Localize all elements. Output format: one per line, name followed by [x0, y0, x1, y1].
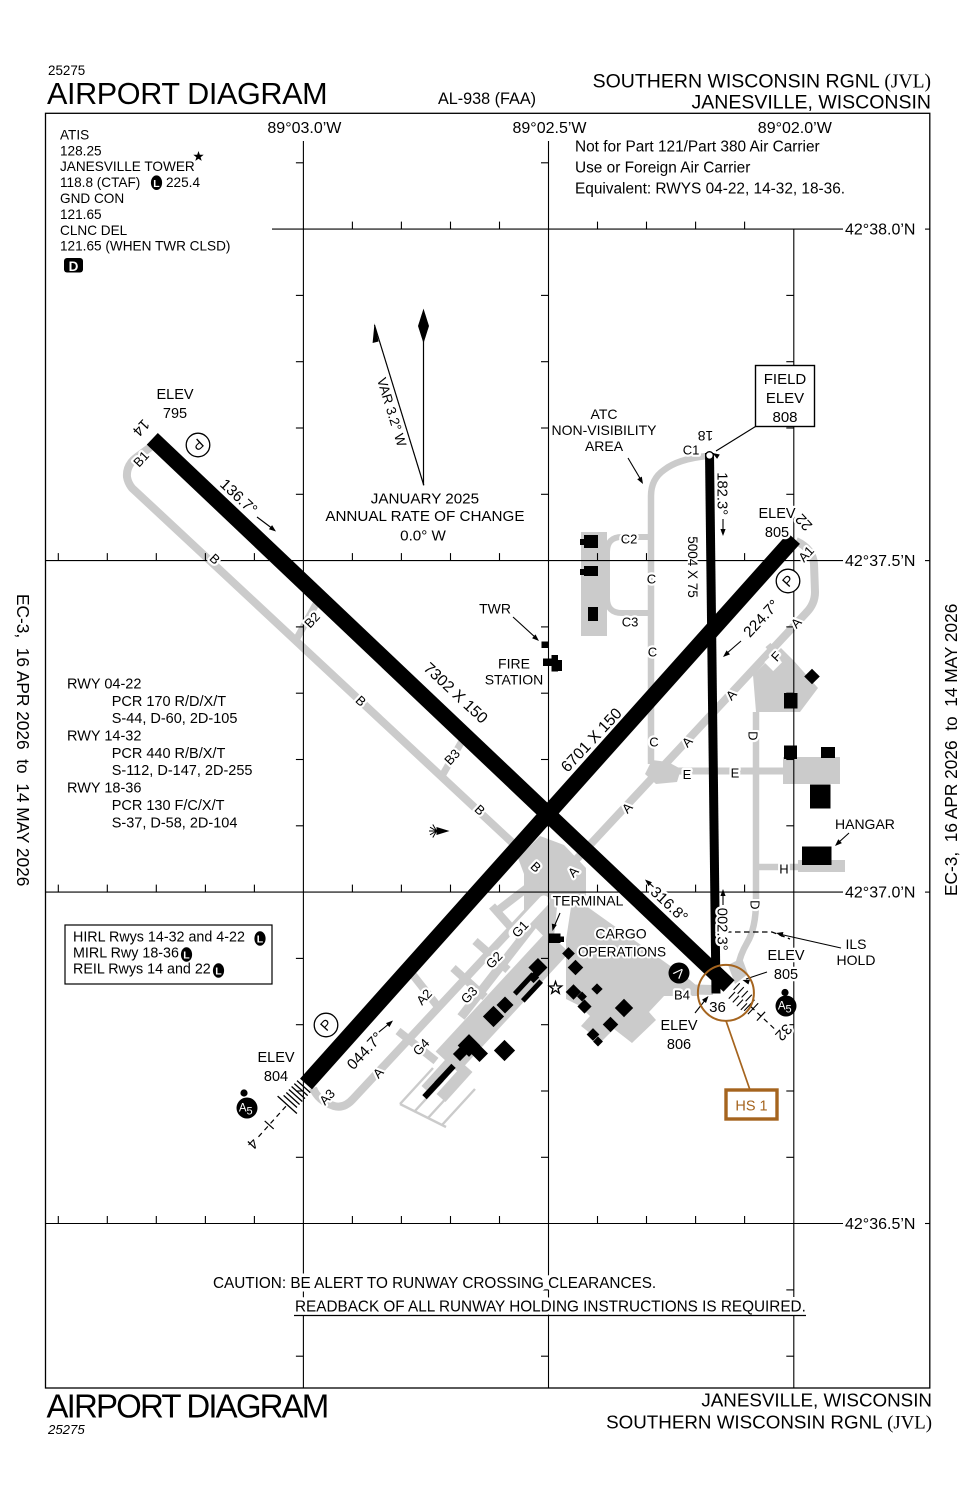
svg-text:NON-VISIBILITY: NON-VISIBILITY	[551, 422, 657, 438]
svg-text:89°02.5’W: 89°02.5’W	[513, 120, 588, 137]
svg-text:B4: B4	[674, 988, 690, 1003]
svg-text:25275: 25275	[48, 63, 85, 78]
svg-text:GND CON: GND CON	[60, 191, 124, 206]
svg-text:SOUTHERN WISCONSIN RGNL (JVL): SOUTHERN WISCONSIN RGNL (JVL)	[593, 71, 931, 93]
svg-text:PCR 130 F/C/X/T: PCR 130 F/C/X/T	[112, 798, 225, 814]
svg-text:002.3°: 002.3°	[714, 908, 730, 951]
svg-text:C: C	[649, 735, 658, 750]
svg-text:E: E	[683, 767, 692, 782]
svg-text:42°36.5’N: 42°36.5’N	[845, 1216, 915, 1233]
svg-text:ELEV: ELEV	[766, 390, 804, 407]
svg-text:CLNC DEL: CLNC DEL	[60, 223, 128, 238]
svg-text:804: 804	[264, 1069, 288, 1085]
svg-text:ELEV: ELEV	[767, 948, 804, 964]
svg-text:EC-3, 16 APR 2026 to 14 MAY: EC-3, 16 APR 2026 to 14 MAY 2026	[941, 604, 961, 896]
svg-text:AIRPORT DIAGRAM: AIRPORT DIAGRAM	[47, 77, 327, 111]
svg-text:ANNUAL RATE OF CHANGE: ANNUAL RATE OF CHANGE	[325, 508, 524, 525]
svg-text:42°37.0’N: 42°37.0’N	[845, 885, 915, 902]
svg-text:REIL Rwys 14 and 22: REIL Rwys 14 and 22	[73, 962, 211, 978]
svg-text:SOUTHERN WISCONSIN RGNL (JVL): SOUTHERN WISCONSIN RGNL (JVL)	[606, 1412, 932, 1434]
svg-text:A: A	[778, 1001, 786, 1013]
svg-text:D: D	[745, 731, 760, 740]
svg-text:MIRL Rwy 18-36: MIRL Rwy 18-36	[73, 946, 179, 962]
svg-text:READBACK OF ALL RUNWAY HOLDING: READBACK OF ALL RUNWAY HOLDING INSTRUCTI…	[295, 1299, 806, 1316]
svg-text:TERMINAL: TERMINAL	[553, 893, 624, 909]
svg-text:225.4: 225.4	[166, 175, 200, 190]
svg-text:JANUARY 2025: JANUARY 2025	[371, 491, 479, 508]
svg-text:C: C	[647, 572, 656, 587]
svg-text:RWY 14-32: RWY 14-32	[67, 729, 141, 745]
svg-text:E: E	[731, 766, 740, 781]
svg-text:JANESVILLE, WISCONSIN: JANESVILLE, WISCONSIN	[701, 1390, 932, 1411]
svg-text:ELEV: ELEV	[758, 506, 795, 522]
svg-text:Not for Part 121/Part 380 Air: Not for Part 121/Part 380 Air Carrier	[575, 138, 820, 155]
svg-text:S-37, D-58, 2D-104: S-37, D-58, 2D-104	[112, 815, 238, 831]
svg-text:C: C	[648, 645, 657, 660]
svg-text:808: 808	[772, 409, 797, 426]
svg-text:ELEV: ELEV	[156, 387, 193, 403]
svg-text:L: L	[153, 178, 160, 190]
svg-text:ATIS: ATIS	[60, 127, 89, 142]
svg-text:H: H	[779, 862, 788, 877]
svg-text:ELEV: ELEV	[257, 1050, 294, 1066]
svg-text:RWY 04-22: RWY 04-22	[67, 677, 141, 693]
svg-text:HOLD: HOLD	[837, 952, 876, 968]
svg-text:FIRE: FIRE	[498, 656, 530, 672]
svg-text:AIRPORT DIAGRAM: AIRPORT DIAGRAM	[47, 1388, 328, 1425]
svg-text:C3: C3	[622, 615, 639, 630]
svg-text:RWY 18-36: RWY 18-36	[67, 781, 141, 797]
svg-text:L: L	[183, 950, 190, 962]
svg-text:121.65 (WHEN TWR CLSD): 121.65 (WHEN TWR CLSD)	[60, 239, 230, 254]
svg-text:128.25: 128.25	[60, 143, 102, 158]
svg-text:Use or Foreign Air Carrier: Use or Foreign Air Carrier	[575, 159, 750, 176]
svg-text:0.0° W: 0.0° W	[400, 528, 446, 545]
svg-text:HANGAR: HANGAR	[835, 816, 895, 832]
svg-text:42°38.0’N: 42°38.0’N	[845, 222, 915, 239]
svg-text:C1: C1	[683, 443, 700, 458]
svg-text:EC-3, 16 APR 2026 to 14 MAY: EC-3, 16 APR 2026 to 14 MAY 2026	[13, 594, 33, 886]
svg-text:121.65: 121.65	[60, 207, 102, 222]
svg-text:JANESVILLE TOWER: JANESVILLE TOWER	[60, 159, 195, 174]
svg-text:5: 5	[786, 1004, 792, 1016]
svg-text:42°37.5’N: 42°37.5’N	[845, 553, 915, 570]
svg-text:5: 5	[247, 1106, 253, 1118]
svg-text:FIELD: FIELD	[764, 371, 807, 388]
svg-text:L: L	[215, 966, 222, 978]
svg-text:C2: C2	[621, 532, 638, 547]
svg-text:HIRL Rwys 14-32 and 4-22: HIRL Rwys 14-32 and 4-22	[73, 930, 245, 946]
svg-text:182.3°: 182.3°	[714, 472, 730, 515]
svg-text:CARGO: CARGO	[595, 926, 646, 942]
svg-text:PCR 170 R/D/X/T: PCR 170 R/D/X/T	[112, 694, 227, 710]
svg-text:ATC: ATC	[591, 406, 618, 422]
svg-text:CAUTION: BE ALERT TO RUNWAY CR: CAUTION: BE ALERT TO RUNWAY CROSSING CLE…	[213, 1275, 656, 1292]
svg-text:D: D	[747, 900, 762, 909]
svg-text:89°02.0’W: 89°02.0’W	[758, 120, 833, 137]
svg-text:PCR 440 R/B/X/T: PCR 440 R/B/X/T	[112, 746, 226, 762]
svg-text:STATION: STATION	[485, 672, 544, 688]
svg-text:18: 18	[698, 428, 714, 444]
svg-text:D: D	[69, 259, 79, 274]
svg-text:AREA: AREA	[585, 438, 624, 454]
svg-text:L: L	[257, 934, 264, 946]
svg-text:Equivalent: RWYS 04-22, 14-32,: Equivalent: RWYS 04-22, 14-32, 18-36.	[575, 180, 845, 197]
svg-text:36: 36	[709, 999, 726, 1016]
svg-text:S-44, D-60, 2D-105: S-44, D-60, 2D-105	[112, 711, 238, 727]
svg-text:806: 806	[667, 1037, 691, 1053]
svg-text:795: 795	[163, 406, 187, 422]
svg-text:S-112, D-147, 2D-255: S-112, D-147, 2D-255	[112, 763, 253, 779]
svg-text:JANESVILLE, WISCONSIN: JANESVILLE, WISCONSIN	[692, 92, 931, 114]
svg-text:118.8 (CTAF): 118.8 (CTAF)	[60, 175, 140, 190]
svg-text:805: 805	[774, 967, 798, 983]
svg-text:ELEV: ELEV	[660, 1018, 697, 1034]
svg-text:ILS: ILS	[845, 936, 866, 952]
svg-text:AL-938 (FAA): AL-938 (FAA)	[438, 90, 536, 108]
svg-text:TWR: TWR	[479, 601, 511, 617]
svg-text:A: A	[239, 1103, 247, 1115]
svg-text:89°03.0’W: 89°03.0’W	[267, 120, 342, 137]
svg-text:HS 1: HS 1	[735, 1099, 767, 1115]
svg-text:805: 805	[765, 525, 789, 541]
svg-text:5004 X 75: 5004 X 75	[685, 536, 700, 598]
svg-text:OPERATIONS: OPERATIONS	[578, 945, 666, 960]
svg-text:25275: 25275	[47, 1422, 85, 1437]
